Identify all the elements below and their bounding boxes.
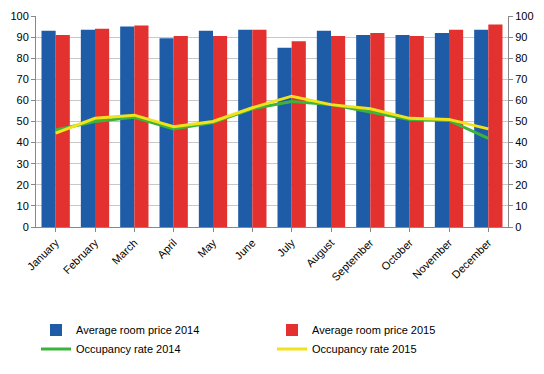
svg-text:10: 10 (17, 200, 29, 212)
svg-text:40: 40 (515, 136, 527, 148)
svg-text:December: December (449, 236, 494, 281)
svg-text:Occupancy rate 2014: Occupancy rate 2014 (76, 343, 181, 355)
svg-text:January: January (25, 236, 62, 273)
svg-text:March: March (110, 237, 140, 267)
svg-text:20: 20 (17, 179, 29, 191)
svg-text:30: 30 (515, 158, 527, 170)
svg-text:60: 60 (515, 94, 527, 106)
svg-text:April: April (155, 237, 179, 261)
svg-text:August: August (304, 237, 337, 270)
svg-text:100: 100 (515, 10, 533, 22)
svg-text:0: 0 (23, 221, 29, 233)
svg-text:80: 80 (515, 52, 527, 64)
svg-text:80: 80 (17, 52, 29, 64)
svg-text:40: 40 (17, 136, 29, 148)
svg-text:50: 50 (17, 115, 29, 127)
svg-text:20: 20 (515, 179, 527, 191)
svg-text:October: October (379, 236, 415, 272)
svg-text:Occupancy rate 2015: Occupancy rate 2015 (312, 343, 417, 355)
svg-text:Average room price 2014: Average room price 2014 (76, 324, 199, 336)
svg-text:November: November (410, 236, 455, 281)
svg-text:10: 10 (515, 200, 527, 212)
svg-text:Average room price 2015: Average room price 2015 (312, 324, 435, 336)
svg-text:0: 0 (515, 221, 521, 233)
svg-text:May: May (195, 236, 219, 260)
svg-text:July: July (275, 236, 298, 259)
svg-text:100: 100 (10, 10, 28, 22)
svg-text:70: 70 (17, 73, 29, 85)
svg-text:February: February (61, 236, 101, 276)
svg-text:90: 90 (17, 31, 29, 43)
svg-text:30: 30 (17, 158, 29, 170)
svg-text:90: 90 (515, 31, 527, 43)
svg-text:60: 60 (17, 94, 29, 106)
svg-text:June: June (232, 237, 257, 262)
svg-text:70: 70 (515, 73, 527, 85)
svg-text:September: September (329, 236, 376, 283)
svg-text:50: 50 (515, 115, 527, 127)
